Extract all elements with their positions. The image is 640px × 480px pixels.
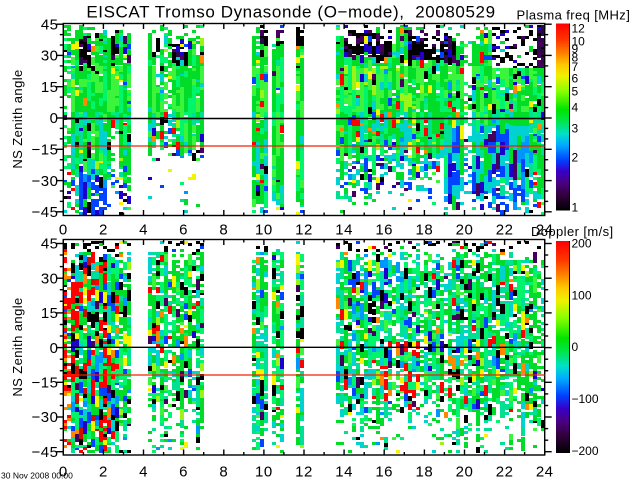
svg-text:22: 22 <box>496 464 514 480</box>
svg-text:5: 5 <box>572 85 579 99</box>
svg-text:−30: −30 <box>32 409 59 426</box>
svg-text:12: 12 <box>295 464 313 480</box>
svg-text:12: 12 <box>295 222 313 239</box>
svg-text:NS Zenith angle: NS Zenith angle <box>10 297 25 396</box>
svg-text:4: 4 <box>572 101 579 115</box>
svg-text:2: 2 <box>99 222 108 239</box>
svg-text:3: 3 <box>572 121 579 135</box>
svg-text:15: 15 <box>41 79 59 96</box>
svg-text:20: 20 <box>456 464 474 480</box>
svg-text:−45: −45 <box>32 444 59 461</box>
svg-text:9: 9 <box>572 42 579 56</box>
svg-text:30: 30 <box>41 48 59 65</box>
svg-text:8: 8 <box>219 222 228 239</box>
svg-text:4: 4 <box>139 222 148 239</box>
svg-text:−45: −45 <box>32 204 59 221</box>
svg-text:24: 24 <box>536 222 554 239</box>
svg-text:16: 16 <box>375 222 393 239</box>
svg-text:20: 20 <box>456 222 474 239</box>
svg-text:Doppler [m/s]: Doppler [m/s] <box>531 224 614 239</box>
svg-text:6: 6 <box>179 464 188 480</box>
svg-text:−15: −15 <box>32 375 59 392</box>
svg-text:−30: −30 <box>32 173 59 190</box>
svg-text:30: 30 <box>41 270 59 287</box>
svg-text:15: 15 <box>41 305 59 322</box>
svg-text:18: 18 <box>416 464 434 480</box>
svg-text:8: 8 <box>572 51 579 65</box>
svg-text:6: 6 <box>572 71 579 85</box>
svg-text:10: 10 <box>255 464 273 480</box>
svg-text:0: 0 <box>50 340 59 357</box>
svg-text:Plasma freq [MHz]: Plasma freq [MHz] <box>517 8 631 23</box>
svg-text:12: 12 <box>572 21 586 35</box>
svg-text:0: 0 <box>572 340 579 354</box>
svg-text:10: 10 <box>255 222 273 239</box>
svg-text:−200: −200 <box>572 444 599 458</box>
svg-text:4: 4 <box>139 464 148 480</box>
svg-text:45: 45 <box>41 236 59 253</box>
svg-text:24: 24 <box>536 464 554 480</box>
svg-text:16: 16 <box>375 464 393 480</box>
svg-text:EISCAT Tromso Dynasonde (O−mod: EISCAT Tromso Dynasonde (O−mode), 200805… <box>86 3 495 22</box>
svg-text:45: 45 <box>41 16 59 33</box>
svg-text:10: 10 <box>572 35 586 49</box>
svg-text:NS Zenith angle: NS Zenith angle <box>10 69 25 168</box>
svg-text:2: 2 <box>572 151 579 165</box>
svg-text:1: 1 <box>572 201 579 215</box>
svg-text:6: 6 <box>179 222 188 239</box>
svg-text:100: 100 <box>572 288 592 302</box>
svg-text:−15: −15 <box>32 142 59 159</box>
svg-text:8: 8 <box>219 464 228 480</box>
svg-text:14: 14 <box>335 222 353 239</box>
svg-text:14: 14 <box>335 464 353 480</box>
svg-text:0: 0 <box>50 110 59 127</box>
svg-text:22: 22 <box>496 222 514 239</box>
svg-text:18: 18 <box>416 222 434 239</box>
svg-text:200: 200 <box>572 236 592 250</box>
svg-text:−100: −100 <box>572 392 599 406</box>
svg-text:2: 2 <box>99 464 108 480</box>
svg-text:7: 7 <box>572 60 579 74</box>
svg-text:30 Nov 2008 00:00: 30 Nov 2008 00:00 <box>1 471 73 480</box>
svg-text:0: 0 <box>59 464 68 480</box>
svg-text:0: 0 <box>59 222 68 239</box>
